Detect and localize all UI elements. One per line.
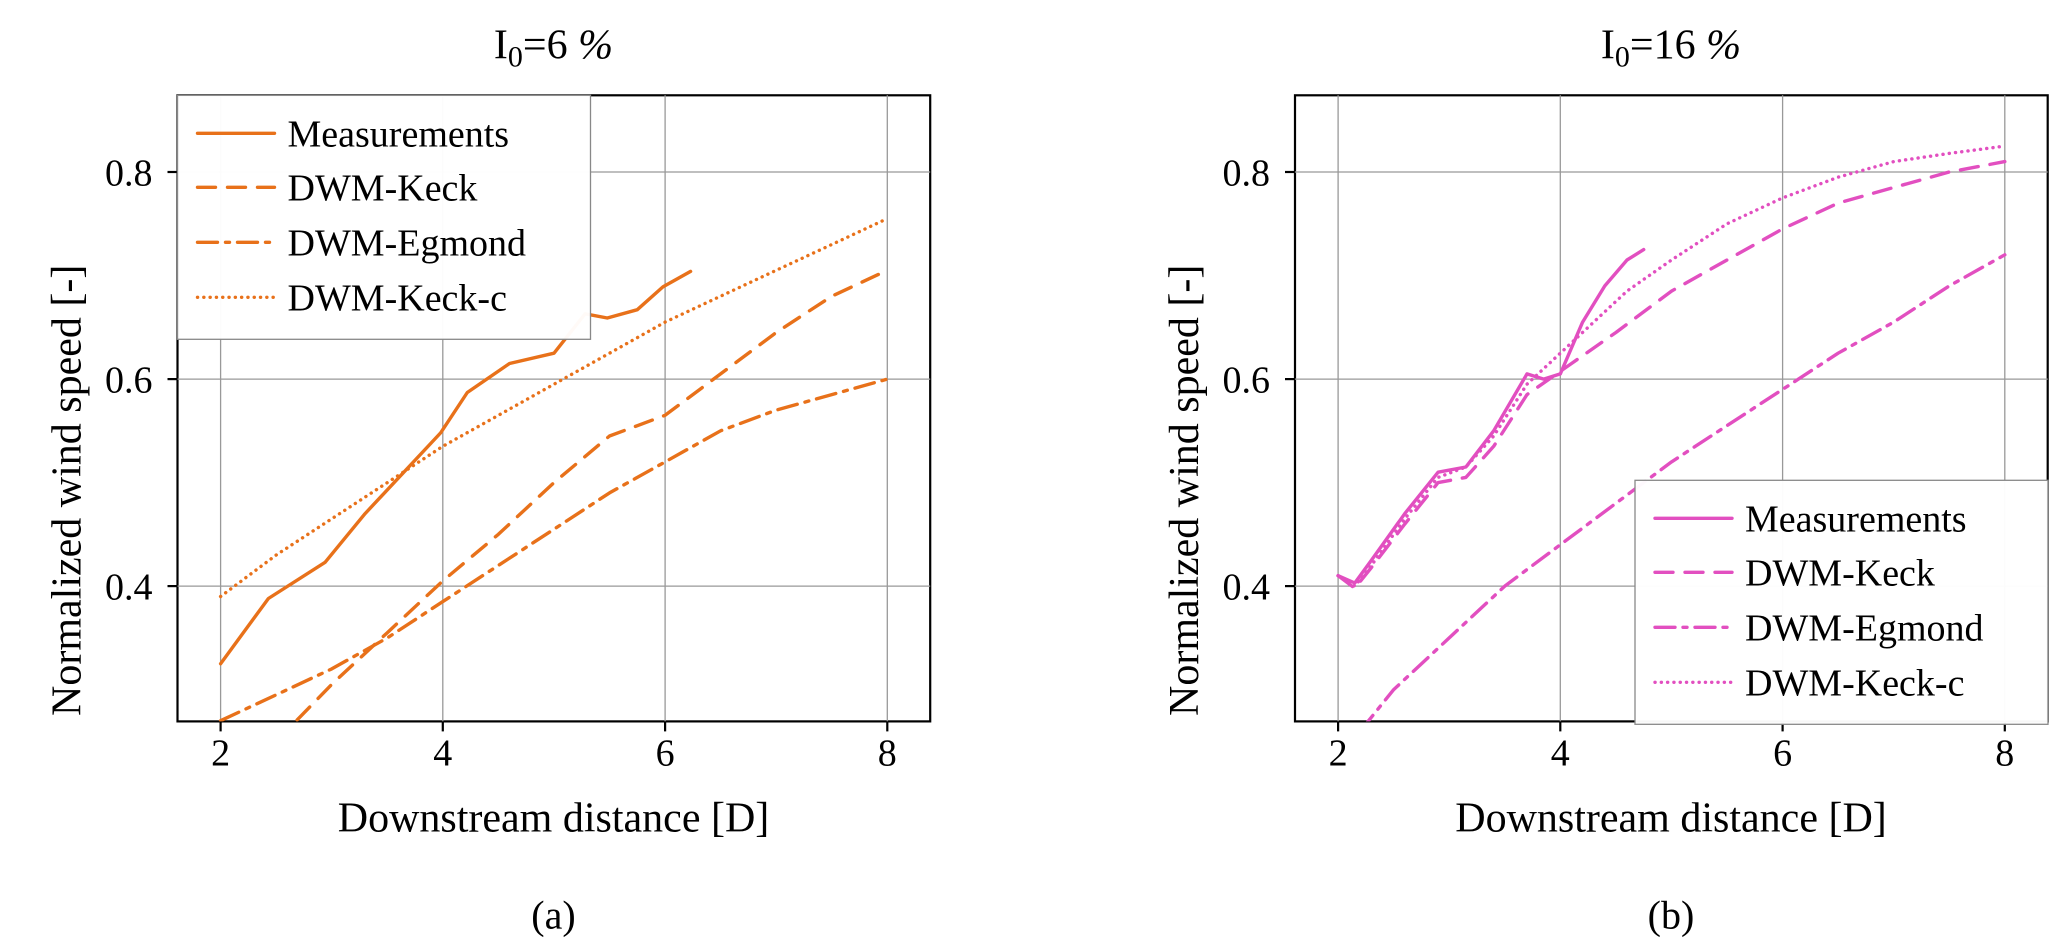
svg-text:I0=6 %: I0=6 % [494, 22, 613, 73]
svg-text:Downstream distance [D]: Downstream distance [D] [338, 795, 770, 841]
svg-text:0.8: 0.8 [1223, 152, 1271, 194]
svg-text:DWM-Egmond: DWM-Egmond [288, 222, 527, 264]
svg-text:0.6: 0.6 [105, 359, 153, 401]
svg-text:DWM-Egmond: DWM-Egmond [1745, 607, 1984, 649]
svg-text:DWM-Keck: DWM-Keck [1745, 552, 1935, 594]
svg-text:0.6: 0.6 [1223, 359, 1271, 401]
svg-text:2: 2 [211, 732, 230, 774]
svg-text:I0=16 %: I0=16 % [1601, 22, 1741, 73]
svg-text:0.8: 0.8 [105, 152, 153, 194]
svg-text:2: 2 [1329, 732, 1348, 774]
svg-text:Normalized wind speed [-]: Normalized wind speed [-] [45, 265, 91, 716]
svg-text:(b): (b) [1648, 892, 1695, 937]
svg-text:4: 4 [1551, 732, 1570, 774]
svg-text:6: 6 [656, 732, 675, 774]
svg-text:DWM-Keck-c: DWM-Keck-c [1745, 662, 1964, 704]
svg-text:(a): (a) [531, 892, 575, 937]
svg-text:DWM-Keck: DWM-Keck [288, 167, 478, 209]
svg-text:8: 8 [878, 732, 897, 774]
svg-text:Downstream distance [D]: Downstream distance [D] [1455, 795, 1887, 841]
svg-text:Measurements: Measurements [1745, 498, 1967, 540]
svg-text:4: 4 [433, 732, 452, 774]
svg-text:8: 8 [1995, 732, 2014, 774]
svg-text:DWM-Keck-c: DWM-Keck-c [288, 277, 507, 319]
svg-text:Normalized wind speed [-]: Normalized wind speed [-] [1162, 265, 1208, 716]
svg-text:0.4: 0.4 [105, 566, 153, 608]
svg-text:Measurements: Measurements [288, 113, 510, 155]
svg-text:0.4: 0.4 [1223, 566, 1271, 608]
svg-text:6: 6 [1773, 732, 1792, 774]
